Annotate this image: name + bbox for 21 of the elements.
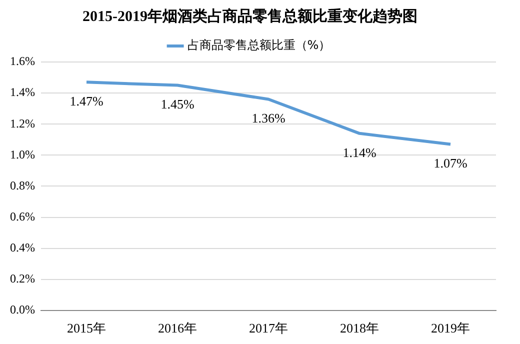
data-label: 1.14% [342, 144, 376, 160]
y-tick-label: 0.4% [10, 240, 35, 254]
data-label: 1.07% [434, 156, 468, 171]
x-tick-label: 2019年 [431, 320, 470, 336]
y-tick-label: 1.4% [10, 85, 35, 100]
y-tick-label: 0.0% [10, 302, 35, 317]
x-tick-label: 2016年 [158, 320, 197, 336]
legend-label: 占商品零售总额比重（%） [187, 38, 331, 52]
y-tick-label: 0.8% [10, 178, 35, 192]
data-label: 1.36% [252, 110, 286, 126]
y-tick-label: 1.0% [10, 147, 35, 162]
y-tick-label: 0.2% [10, 272, 35, 286]
x-tick-label: 2015年 [66, 320, 106, 336]
y-tick-label: 1.6% [10, 54, 35, 68]
data-label: 1.45% [160, 96, 194, 112]
y-tick-label: 0.6% [10, 209, 35, 224]
chart-title: 2015-2019年烟酒类占商品零售总额比重变化趋势图 [82, 6, 418, 25]
y-tick-label: 1.2% [10, 116, 35, 130]
data-label: 1.47% [70, 94, 104, 109]
x-tick-label: 2018年 [340, 320, 379, 336]
x-tick-label: 2017年 [249, 320, 288, 336]
